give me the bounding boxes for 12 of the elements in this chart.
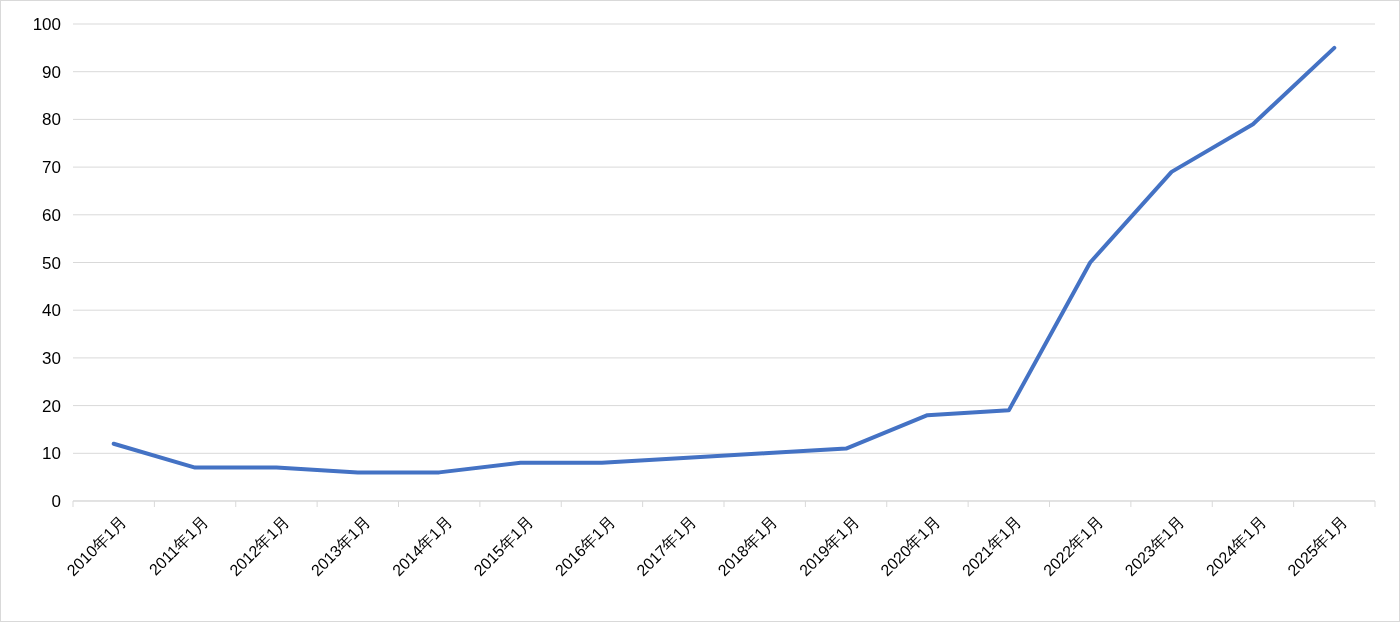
y-tick-label: 30 (42, 348, 61, 368)
y-tick-label: 50 (42, 253, 61, 273)
line-series (111, 45, 1337, 475)
y-tick-label: 90 (42, 62, 61, 82)
y-tick-label: 70 (42, 158, 61, 178)
y-tick-label: 0 (51, 492, 61, 511)
y-tick-label: 80 (42, 110, 61, 130)
y-tick-label: 40 (42, 301, 61, 321)
y-tick-label: 100 (32, 15, 61, 34)
y-tick-label: 60 (42, 205, 61, 225)
y-tick-label: 10 (42, 444, 61, 464)
y-tick-label: 20 (42, 396, 61, 416)
